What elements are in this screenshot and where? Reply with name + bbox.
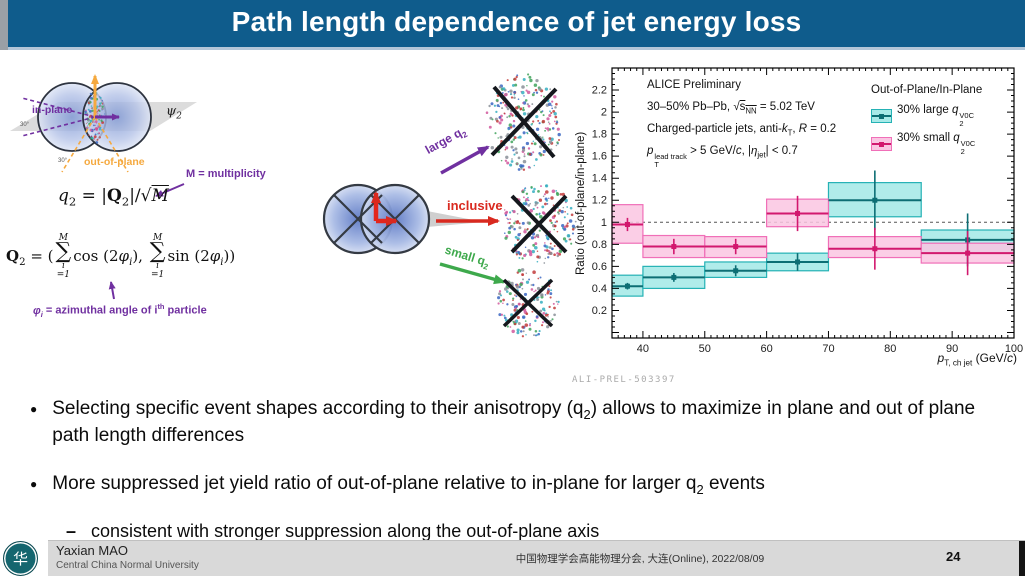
figure-id: ALI-PREL-503397	[572, 375, 676, 385]
presenter-name: Yaxian MAO	[56, 543, 129, 558]
sub-bullet-1: – consistent with stronger suppression a…	[66, 521, 995, 542]
small-q2-label: small q2	[443, 242, 490, 272]
svg-text:40: 40	[637, 343, 649, 355]
phi-note: φi = azimuthal angle of ith particle	[33, 302, 207, 319]
event-display-inclusive	[503, 184, 577, 264]
conference-info: 中国物理学会高能物理分会, 大连(Online), 2022/08/09	[515, 553, 765, 565]
bullet-1: ● Selecting specific event shapes accord…	[30, 396, 995, 448]
in-plane-label: in-plane	[32, 104, 73, 116]
legend-swatch-small	[871, 137, 892, 151]
angle-label-out: 30°	[58, 158, 68, 164]
info-line-4: p lead track T > 5 GeV/c, |ηjet| < 0.7	[647, 145, 798, 170]
svg-text:60: 60	[760, 343, 772, 355]
x-axis-label: pT, ch jet (GeV/c)	[937, 351, 1017, 368]
svg-text:1.2: 1.2	[592, 195, 607, 207]
svg-text:1.4: 1.4	[592, 173, 607, 185]
collision-diagram	[322, 183, 484, 255]
bullet-list: ● Selecting specific event shapes accord…	[30, 396, 995, 542]
bullet-2-text: More suppressed jet yield ratio of out-o…	[52, 472, 765, 497]
bullet-marker: ●	[30, 476, 38, 491]
info-line-3: Charged-particle jets, anti-kT, R = 0.2	[647, 123, 837, 138]
chart-legend: Out-of-Plane/In-Plane 30% large q V0C 2 30…	[871, 84, 982, 158]
jet-cross-small	[502, 278, 554, 328]
event-display-large-q2	[485, 73, 561, 171]
legend-swatch-large	[871, 109, 892, 123]
svg-text:1.8: 1.8	[592, 129, 607, 141]
page-number: 24	[946, 549, 961, 564]
chart-info-text: ALICE Preliminary 30–50% Pb–Pb, √sNN = 5…	[647, 74, 837, 170]
slide-title: Path length dependence of jet energy los…	[231, 6, 802, 37]
svg-text:100: 100	[1005, 343, 1023, 355]
bullet-marker: ●	[30, 402, 38, 416]
svg-text:80: 80	[884, 343, 896, 355]
legend-entry-large: 30% large q V0C 2	[871, 102, 982, 130]
legend-title: Out-of-Plane/In-Plane	[871, 84, 983, 96]
event-display-small-q2	[497, 268, 560, 338]
svg-text:1.6: 1.6	[592, 151, 607, 163]
legend-label-large: 30% large q V0C 2	[897, 103, 974, 128]
overlap-speckle	[84, 92, 106, 144]
svg-text:90: 90	[946, 343, 958, 355]
presenter-affiliation: Central China Normal University	[56, 560, 199, 571]
title-bar	[8, 0, 1025, 47]
info-line-2: 30–50% Pb–Pb, √sNN = 5.02 TeV	[647, 101, 815, 116]
psi2-label: ψ2	[166, 104, 182, 122]
large-q2-arrow	[440, 145, 490, 175]
ratio-chart-canvas: 40 50 60 70 80 90 100 0.2 0.4 0.6 0.8 1 1.2 1.4 1.6 1.8…	[592, 67, 1023, 355]
sub-bullet-1-text: consistent with stronger suppression alo…	[91, 520, 600, 541]
logo-glyph: 华	[12, 551, 28, 568]
svg-text:2.2: 2.2	[592, 85, 607, 97]
jet-cross-large	[490, 85, 558, 159]
title-underline	[8, 47, 1025, 50]
footer	[0, 540, 1025, 576]
slide-edge-strip	[0, 0, 8, 50]
svg-text:0.2: 0.2	[592, 305, 607, 317]
inclusive-label: inclusive	[447, 198, 503, 213]
svg-text:0.6: 0.6	[592, 261, 607, 273]
bullet-1-text: Selecting specific event shapes accordin…	[52, 398, 976, 446]
legend-entry-small: 30% small q V0C 2	[871, 130, 982, 158]
svg-text:70: 70	[822, 343, 834, 355]
large-q2-label: large q2	[422, 125, 470, 157]
jet-cross-inclusive	[510, 194, 568, 254]
out-of-plane-label: out-of-plane	[84, 156, 145, 168]
svg-text:0.4: 0.4	[592, 283, 607, 295]
y-axis-label: Ratio (out-of-plane/in-plane)	[575, 131, 587, 275]
svg-text:0.8: 0.8	[592, 239, 607, 251]
angle-label-in: 30°	[20, 122, 30, 128]
phi-note-arrow	[108, 281, 116, 300]
svg-text:2: 2	[601, 107, 607, 119]
university-logo: 华	[3, 541, 38, 576]
bullet-2: ● More suppressed jet yield ratio of out…	[30, 471, 995, 498]
q2-formula: q2 = |Q2|/√M	[58, 186, 169, 209]
svg-text:50: 50	[699, 343, 711, 355]
corner-strip	[1019, 541, 1025, 576]
info-line-1: ALICE Preliminary	[647, 79, 741, 91]
Q2-vector-formula: Q2 = (M ∑ i =1cos (2φi), M ∑ i =1sin (2φi))	[6, 233, 236, 280]
ratio-chart: 40 50 60 70 80 90 100 0.2 0.4 0.6 0.8 1 1.2 1.4 1.6 1.8…	[575, 58, 1025, 374]
svg-text:1: 1	[601, 217, 607, 229]
legend-label-small: 30% small q V0C 2	[897, 131, 976, 156]
sub-bullet-marker: –	[66, 520, 77, 541]
multiplicity-note: M = multiplicity	[186, 168, 266, 180]
